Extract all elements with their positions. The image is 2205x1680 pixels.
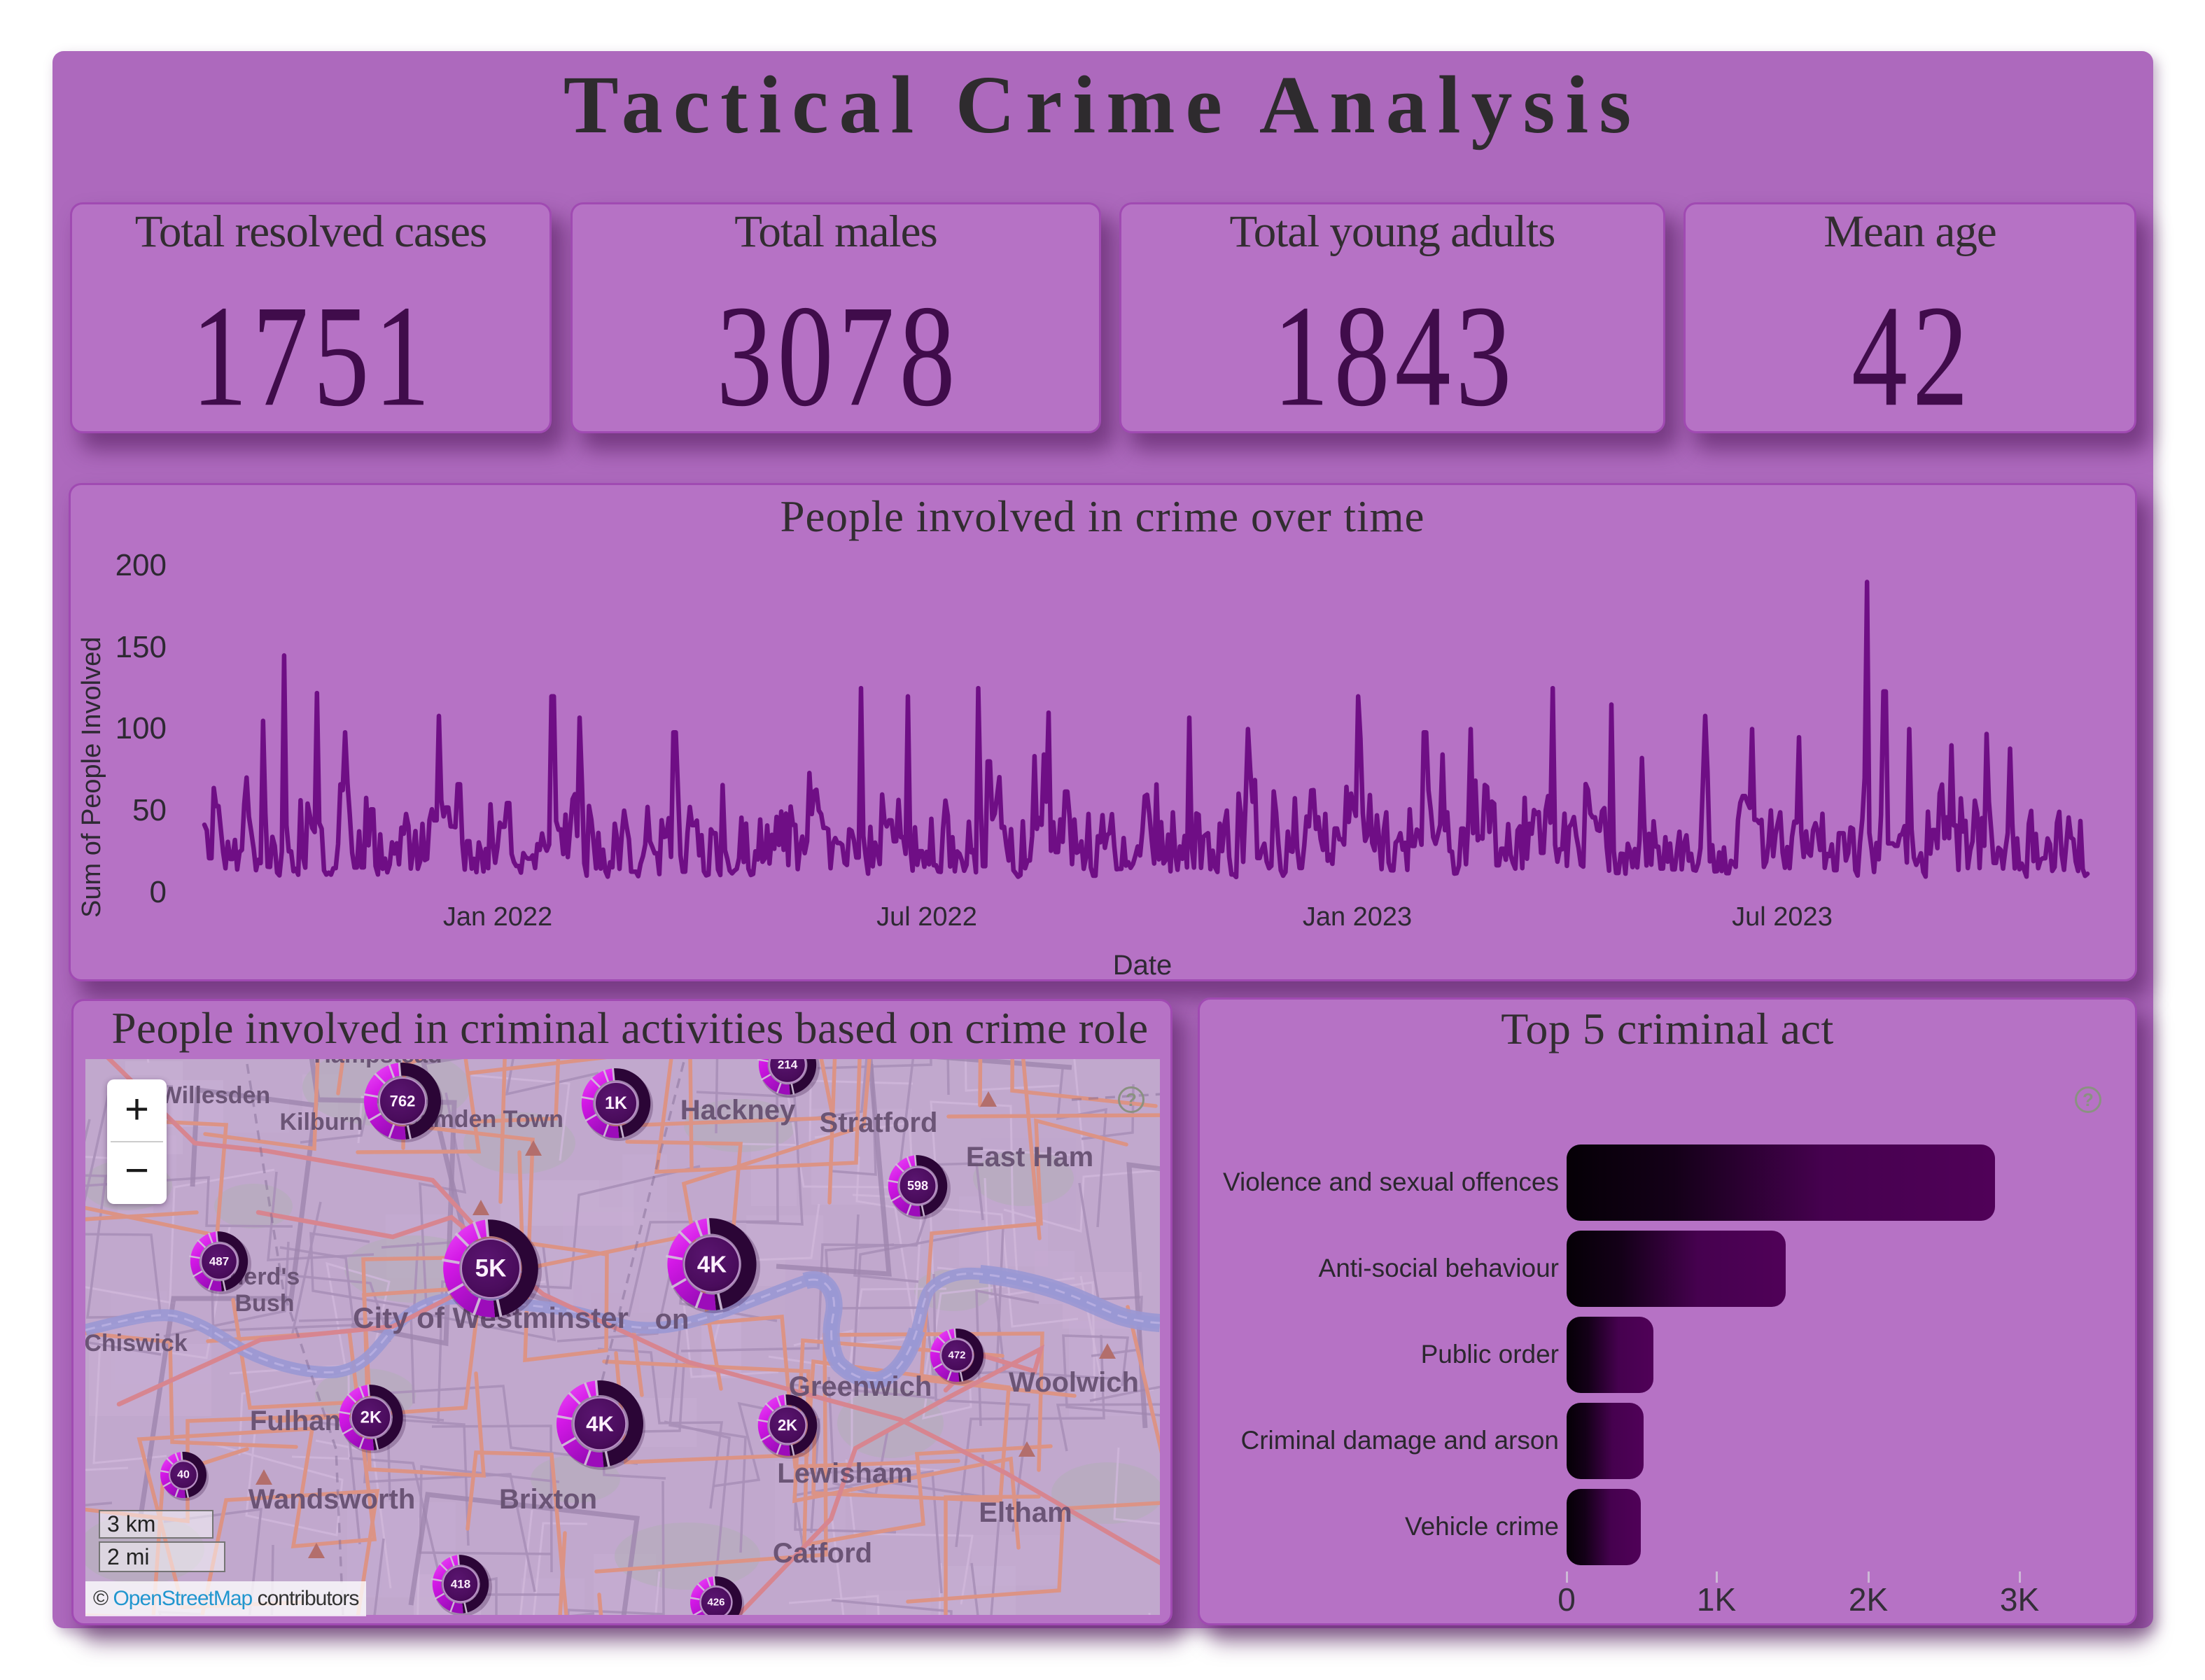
svg-text:2K: 2K [778, 1417, 797, 1434]
svg-text:Bush: Bush [235, 1290, 295, 1317]
svg-text:40: 40 [177, 1469, 190, 1481]
svg-text:5K: 5K [475, 1255, 507, 1282]
svg-text:418: 418 [451, 1578, 470, 1591]
svg-text:Lewisham: Lewisham [777, 1458, 912, 1489]
svg-text:Hackney: Hackney [680, 1095, 796, 1126]
svg-text:426: 426 [707, 1597, 724, 1609]
svg-text:Kilburn: Kilburn [280, 1109, 363, 1135]
svg-text:Fulham: Fulham [250, 1406, 349, 1436]
svg-text:Catford: Catford [773, 1538, 872, 1569]
svg-text:Eltham: Eltham [979, 1497, 1072, 1528]
svg-text:214: 214 [778, 1059, 798, 1072]
svg-text:487: 487 [209, 1255, 229, 1268]
svg-text:East Ham: East Ham [966, 1142, 1093, 1172]
svg-text:598: 598 [907, 1179, 928, 1193]
svg-text:Woolwich: Woolwich [1009, 1367, 1139, 1398]
svg-text:on: on [655, 1304, 690, 1335]
svg-text:Greenwich: Greenwich [789, 1371, 932, 1402]
svg-text:Willesden: Willesden [160, 1082, 270, 1109]
svg-text:4K: 4K [697, 1252, 727, 1278]
svg-text:762: 762 [390, 1093, 416, 1110]
svg-text:1K: 1K [605, 1093, 627, 1113]
svg-text:Stratford: Stratford [820, 1107, 938, 1138]
svg-text:2K: 2K [360, 1408, 382, 1427]
svg-text:472: 472 [948, 1350, 965, 1362]
svg-text:Wandsworth: Wandsworth [248, 1484, 416, 1515]
svg-text:Chiswick: Chiswick [85, 1330, 188, 1357]
svg-text:Brixton: Brixton [499, 1484, 597, 1515]
svg-text:4K: 4K [586, 1412, 614, 1436]
